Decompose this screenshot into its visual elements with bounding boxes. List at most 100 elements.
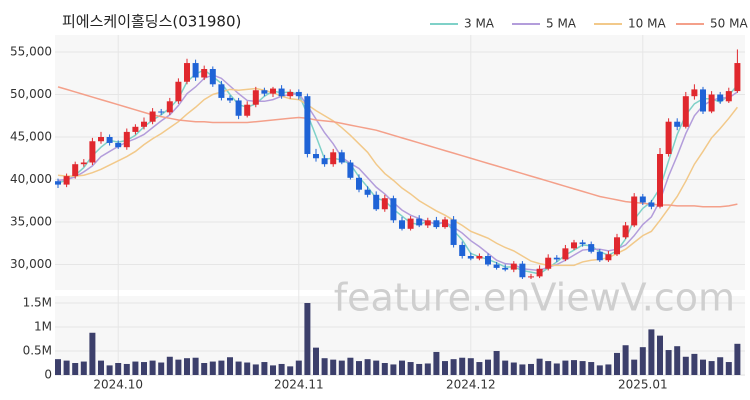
candle-body [399,220,405,229]
candle-body [700,89,706,112]
candle-body [708,94,715,112]
y-tick-label: 35,000 [10,215,52,229]
y-tick-label: 50,000 [10,87,52,101]
volume-bar [665,350,672,375]
volume-bar [708,361,715,375]
candle-body [184,63,190,82]
legend-label: 50 MA [710,17,748,31]
volume-bar [725,362,732,375]
candle-body [493,264,500,268]
legend-label: 3 MA [464,17,495,31]
candle-body [244,104,251,116]
y-tick-label: 1M [34,320,52,334]
volume-bar [734,343,741,375]
candle-body [321,158,328,165]
volume-bar [467,358,474,375]
volume-bar [244,362,251,375]
candle-body [545,257,552,269]
candle-body [682,96,689,127]
y-tick-label: 40,000 [10,172,52,186]
volume-bar [72,363,79,375]
candle-body [476,256,483,259]
candle-body [235,100,242,116]
y-tick-label: 45,000 [10,130,52,144]
candle-body [562,248,569,260]
candle-body [373,194,380,210]
candle-body [519,263,526,278]
candle-body [261,90,268,94]
watermark: feature.enViewV.com [334,276,735,320]
volume-bar [424,363,431,375]
candle-body [63,176,70,185]
x-tick-label: 2024.10 [93,378,143,392]
volume-bar [691,353,698,375]
x-tick-label: 2024.12 [446,378,496,392]
candle-body [596,251,603,261]
volume-bar [201,363,208,375]
volume-bar [158,362,165,375]
candle-body [98,137,104,142]
volume-bar [123,363,130,375]
volume-bar [390,364,397,375]
volume-bar [536,358,543,375]
candle-body [356,177,362,190]
volume-bar [149,360,156,375]
volume-bar [476,362,483,375]
volume-bar [596,365,603,375]
volume-bar [519,364,526,375]
volume-bar [364,359,371,375]
volume-bar [682,356,689,375]
candle-body [209,69,216,85]
volume-bar [175,359,182,375]
volume-bar [588,362,595,375]
candle-body [631,196,638,226]
candle-body [691,89,698,97]
volume-bar [270,365,276,375]
volume-bar [338,360,345,375]
candle-body [132,126,139,132]
volume-bar [80,361,87,375]
x-tick-label: 2024.11 [274,378,324,392]
candle-body [227,97,233,101]
candle-body [588,244,595,252]
ma-line [57,87,738,267]
volume-bar [89,332,96,375]
candle-body [657,154,663,207]
candle-body [639,196,646,203]
volume-bar [373,360,380,375]
candle-body [433,220,440,228]
candle-body [622,225,629,238]
candle-body [502,267,509,270]
price-plot-bg [55,35,745,290]
candle-body [313,154,319,159]
volume-bar [63,360,70,375]
candle-body [295,91,302,97]
volume-bar [485,359,491,375]
volume-bar [571,360,577,375]
y-tick-label: 0.5M [23,344,52,358]
volume-bar [356,361,362,375]
candle-body [605,254,612,261]
volume-bar [407,362,414,375]
candle-body [55,181,61,185]
candle-body [467,256,474,259]
volume-bar [657,335,663,375]
candle-body [416,218,423,226]
volume-bar [493,351,500,375]
volume-bar [295,360,302,375]
volume-bar [166,356,173,375]
volume-bar [674,346,681,375]
volume-bar [106,365,113,375]
y-tick-label: 55,000 [10,45,52,59]
volume-bar [192,357,199,375]
candle-body [674,121,681,127]
candle-body [614,237,620,255]
volume-bar [450,359,457,375]
volume-bar [55,359,61,375]
candle-body [338,152,345,163]
candle-body [536,268,543,277]
volume-bar [218,360,225,375]
candle-body [278,88,285,97]
candle-body [252,90,259,105]
volume-bar [115,363,122,375]
